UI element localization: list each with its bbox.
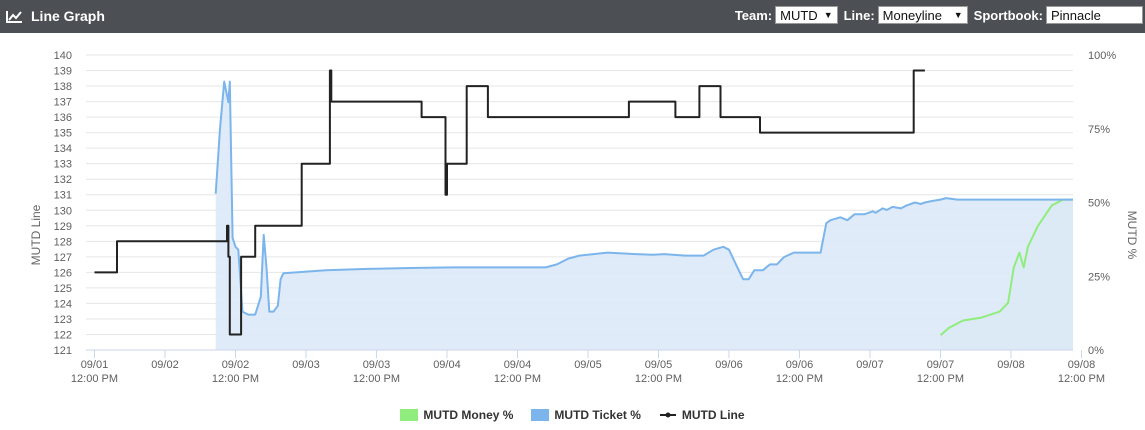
y-right-tick-label: 100% [1088, 50, 1116, 62]
y-left-tick-label: 130 [54, 205, 72, 217]
x-tick-date: 09/04 [433, 359, 461, 371]
line-graph-chart: 121 122 123 124 125 126 127 128 129 130 131 132 133 1… [29, 50, 1139, 385]
legend-item-ticket[interactable]: MUTD Ticket % [531, 408, 641, 422]
chart-title-group: Line Graph [6, 8, 105, 24]
y-left-tick-label: 131 [54, 190, 72, 202]
y-left-tick-label: 126 [54, 267, 72, 279]
x-tick-date: 09/04 [504, 359, 532, 371]
y-axis-right-title: MUTD % [1125, 211, 1139, 260]
x-tick-time: 12:00 PM [635, 373, 682, 385]
x-tick-date: 09/02 [151, 359, 179, 371]
x-tick-date: 09/01 [81, 359, 109, 371]
y-left-tick-label: 139 [54, 66, 72, 78]
y-left-tick-label: 122 [54, 329, 72, 341]
x-tick-date: 09/02 [222, 359, 250, 371]
x-tick-time: 12:00 PM [494, 373, 541, 385]
legend-item-line[interactable]: MUTD Line [659, 408, 745, 422]
y-right-tick-label: 25% [1088, 271, 1110, 283]
chart-title: Line Graph [31, 8, 105, 24]
y-left-tick-label: 125 [54, 283, 72, 295]
legend-item-money[interactable]: MUTD Money % [400, 408, 513, 422]
series-line-mutd-line [94, 69, 925, 336]
y-left-tick-label: 138 [54, 81, 72, 93]
team-select-value: MUTD [780, 7, 818, 23]
line-select[interactable]: Moneyline ▼ [877, 6, 968, 24]
x-tick-date: 09/08 [997, 359, 1025, 371]
x-tick-time: 12:00 PM [353, 373, 400, 385]
x-tick-time: 12:00 PM [1058, 373, 1105, 385]
sportsbook-input[interactable]: Pinnacle [1046, 6, 1143, 24]
x-tick-date: 09/05 [645, 359, 673, 371]
sportsbook-label: Sportbook: [973, 7, 1043, 23]
series-line-mutd-money- [939, 198, 1073, 337]
y-left-tick-label: 134 [54, 143, 72, 155]
chart-legend: MUTD Money % MUTD Ticket % MUTD Line [0, 408, 1145, 422]
x-tick-date: 09/08 [1068, 359, 1096, 371]
y-right-tick-label: 0% [1088, 345, 1104, 357]
team-label: Team: [734, 7, 773, 23]
x-tick-date: 09/05 [574, 359, 602, 371]
legend-swatch-line [659, 412, 676, 418]
legend-swatch-money [400, 409, 419, 421]
y-left-tick-label: 136 [54, 112, 72, 124]
legend-swatch-ticket [531, 409, 550, 421]
chart-areas [215, 81, 1073, 350]
y-left-tick-label: 133 [54, 159, 72, 171]
y-left-tick-label: 132 [54, 174, 72, 186]
y-left-tick-label: 124 [54, 298, 72, 310]
y-left-tick-label: 135 [54, 128, 72, 140]
x-tick-date: 09/07 [927, 359, 955, 371]
y-left-tick-label: 127 [54, 252, 72, 264]
y-right-tick-label: 50% [1088, 198, 1110, 210]
chevron-down-icon: ▼ [823, 10, 833, 20]
y-left-tick-label: 137 [54, 97, 72, 109]
line-select-value: Moneyline [882, 7, 942, 23]
x-tick-time: 12:00 PM [917, 373, 964, 385]
y-left-tick-label: 140 [54, 50, 72, 62]
chart-toolbar: Line Graph Team: MUTD ▼ Line: Moneyline … [0, 0, 1145, 33]
y-left-tick-label: 128 [54, 236, 72, 248]
x-tick-time: 12:00 PM [71, 373, 118, 385]
series-area-mutd-ticket- [215, 81, 1073, 350]
x-tick-date: 09/06 [786, 359, 814, 371]
series-line-mutd-ticket- [214, 80, 1073, 316]
y-left-tick-label: 129 [54, 221, 72, 233]
legend-label-ticket: MUTD Ticket % [554, 408, 641, 422]
team-select[interactable]: MUTD ▼ [775, 6, 838, 24]
chevron-down-icon: ▼ [953, 10, 963, 20]
line-chart-icon [6, 10, 22, 23]
line-label: Line: [843, 7, 875, 23]
y-left-tick-label: 123 [54, 314, 72, 326]
x-tick-time: 12:00 PM [212, 373, 259, 385]
legend-label-money: MUTD Money % [423, 408, 514, 422]
x-tick-time: 12:00 PM [776, 373, 823, 385]
chart-axes: 121 122 123 124 125 126 127 128 129 130 131 132 133 1… [54, 50, 1117, 385]
chart-grid [86, 54, 1073, 351]
legend-label-line: MUTD Line [681, 408, 745, 422]
y-left-tick-label: 121 [54, 345, 72, 357]
y-right-tick-label: 75% [1088, 124, 1110, 136]
x-tick-date: 09/03 [292, 359, 320, 371]
x-tick-date: 09/03 [363, 359, 391, 371]
sportsbook-input-value: Pinnacle [1051, 7, 1101, 23]
chart-lines [94, 69, 1073, 337]
x-tick-date: 09/06 [715, 359, 743, 371]
y-axis-left-title: MUTD Line [29, 204, 43, 265]
x-tick-date: 09/07 [856, 359, 884, 371]
chart-controls: Team: MUTD ▼ Line: Moneyline ▼ Sportbook… [729, 6, 1143, 24]
